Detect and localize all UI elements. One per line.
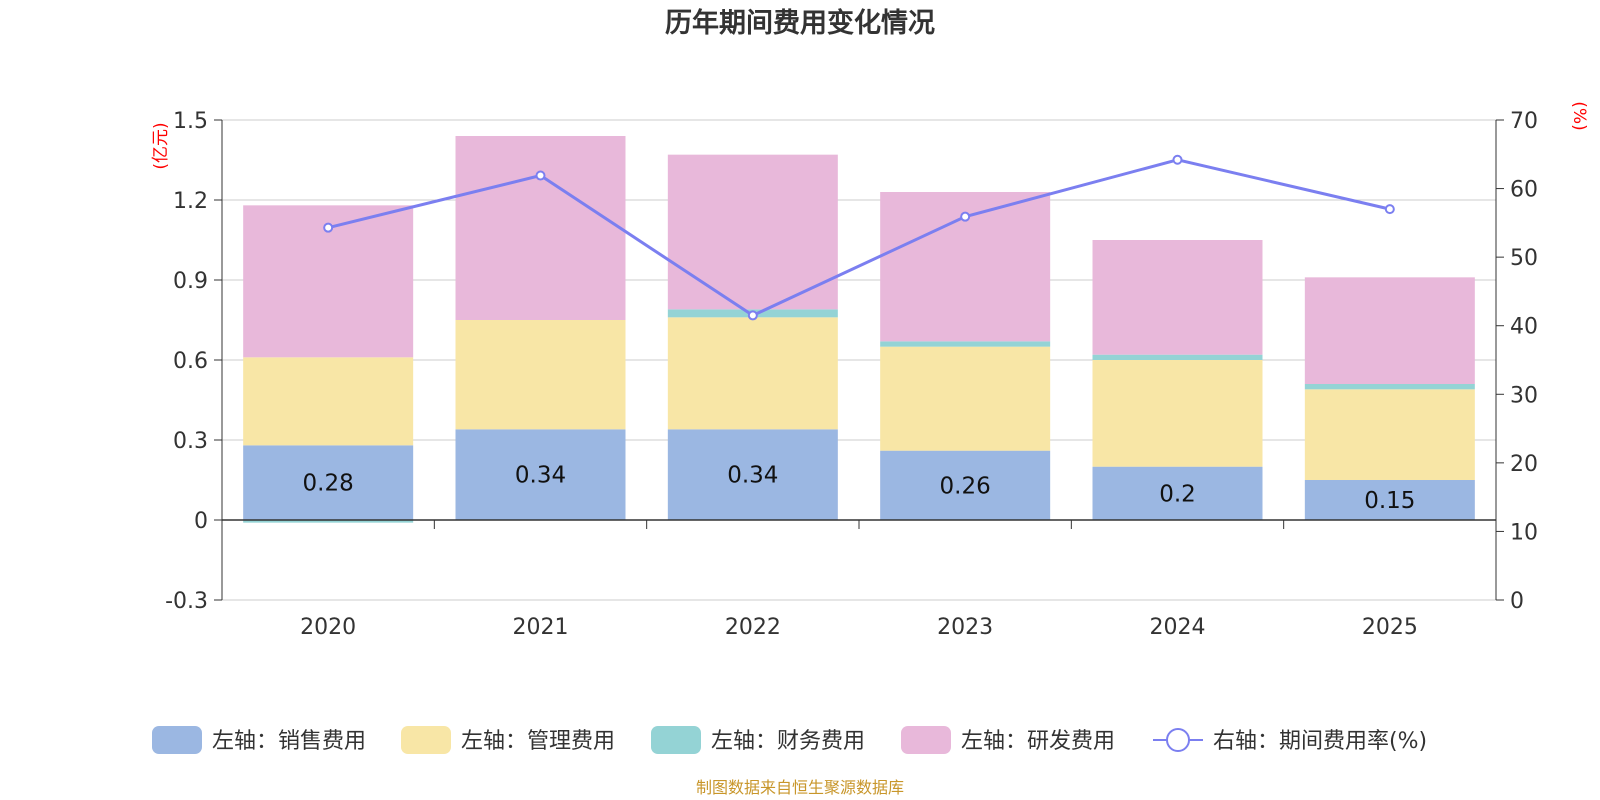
bar-segment-2020-s0 bbox=[243, 445, 414, 520]
bar-segment-2021-s0 bbox=[455, 429, 626, 520]
legend-label-2: 左轴：财务费用 bbox=[711, 729, 865, 754]
left-tick-label: 0.3 bbox=[173, 429, 208, 454]
bar-segment-2025-s2 bbox=[1304, 384, 1475, 390]
legend-label-3: 左轴：研发费用 bbox=[961, 729, 1115, 754]
right-tick-label: 50 bbox=[1510, 246, 1538, 271]
legend-swatch-2 bbox=[651, 726, 701, 754]
legend-label-0: 左轴：销售费用 bbox=[212, 729, 366, 754]
right-tick-label: 20 bbox=[1510, 452, 1538, 477]
bar-segment-2020-s2 bbox=[243, 520, 414, 523]
left-tick-label: 1.5 bbox=[173, 109, 208, 134]
rate-point-2021 bbox=[535, 170, 546, 181]
bar-segment-2024-s2 bbox=[1092, 354, 1263, 360]
data-label-2021: 0.34 bbox=[515, 463, 566, 489]
rate-point-2024 bbox=[1172, 154, 1183, 165]
right-tick-label: 30 bbox=[1510, 383, 1538, 408]
left-tick-label: -0.3 bbox=[165, 589, 208, 614]
bars bbox=[243, 136, 1475, 523]
data-label-2025: 0.15 bbox=[1364, 488, 1415, 514]
bar-segment-2022-s0 bbox=[667, 429, 838, 520]
rate-point-2025 bbox=[1384, 204, 1395, 215]
bar-segment-2021-s3 bbox=[455, 136, 626, 320]
right-tick-label: 40 bbox=[1510, 315, 1538, 340]
left-tick-label: 0.6 bbox=[173, 349, 208, 374]
bar-segment-2025-s0 bbox=[1304, 480, 1475, 520]
rate-line bbox=[323, 154, 1395, 321]
right-tick-label: 60 bbox=[1510, 178, 1538, 203]
legend-label-1: 左轴：管理费用 bbox=[461, 729, 615, 754]
bar-segment-2023-s2 bbox=[880, 341, 1051, 347]
rate-point-2020 bbox=[323, 222, 334, 233]
bar-segment-2024-s0 bbox=[1092, 466, 1263, 520]
data-label-2022: 0.34 bbox=[727, 463, 778, 489]
axes: -0.3 0 0.3 0.6 0.9 1.2 1.5 0 10 20 30 40 50 60 70 2020 2… bbox=[165, 109, 1538, 640]
left-tick-label: 0 bbox=[194, 509, 208, 534]
rate-line-path bbox=[327, 158, 1391, 318]
x-tick-label: 2024 bbox=[1150, 615, 1206, 640]
right-tick-label: 10 bbox=[1510, 520, 1538, 545]
data-source-note: 制图数据来自恒生聚源数据库 bbox=[696, 778, 904, 797]
legend-swatch-1 bbox=[401, 726, 451, 754]
right-axis-unit: (%) bbox=[1569, 101, 1589, 130]
x-tick-label: 2022 bbox=[725, 615, 781, 640]
bar-segment-2020-s1 bbox=[243, 357, 414, 446]
data-labels: 0.28 0.34 0.34 0.26 0.2 0.15 bbox=[303, 463, 1416, 514]
gridlines bbox=[222, 119, 1496, 601]
legend-label-4: 右轴：期间费用率(%) bbox=[1213, 729, 1427, 754]
bar-segment-2023-s1 bbox=[880, 346, 1051, 451]
chart-title: 历年期间费用变化情况 bbox=[665, 7, 935, 39]
data-label-2024: 0.2 bbox=[1159, 481, 1196, 507]
left-tick-label: 0.9 bbox=[173, 269, 208, 294]
rate-point-2023 bbox=[960, 211, 971, 222]
x-tick-label: 2025 bbox=[1362, 615, 1418, 640]
x-tick-label: 2023 bbox=[937, 615, 993, 640]
data-label-2020: 0.28 bbox=[303, 471, 354, 497]
bar-segment-2022-s1 bbox=[667, 317, 838, 430]
bar-segment-2024-s3 bbox=[1092, 240, 1263, 355]
right-tick-label: 70 bbox=[1510, 109, 1538, 134]
bar-segment-2022-s3 bbox=[667, 154, 838, 310]
x-tick-label: 2021 bbox=[513, 615, 569, 640]
legend-swatch-0 bbox=[152, 726, 202, 754]
bar-segment-2024-s1 bbox=[1092, 360, 1263, 467]
data-label-2023: 0.26 bbox=[940, 473, 991, 499]
x-tick-label: 2020 bbox=[300, 615, 356, 640]
left-tick-label: 1.2 bbox=[173, 189, 208, 214]
bar-segment-2025-s3 bbox=[1304, 277, 1475, 384]
bar-segment-2025-s1 bbox=[1304, 389, 1475, 480]
bar-segment-2023-s0 bbox=[880, 450, 1051, 520]
left-axis-unit: (亿元) bbox=[151, 122, 171, 169]
bar-segment-2021-s1 bbox=[455, 320, 626, 430]
rate-point-2022 bbox=[747, 310, 758, 321]
legend-circle-swatch bbox=[1166, 728, 1190, 752]
legend: 左轴：销售费用 左轴：管理费用 左轴：财务费用 左轴：研发费用 右轴：期间费用率(%) bbox=[152, 726, 1427, 754]
right-tick-label: 0 bbox=[1510, 589, 1524, 614]
legend-swatch-3 bbox=[901, 726, 951, 754]
